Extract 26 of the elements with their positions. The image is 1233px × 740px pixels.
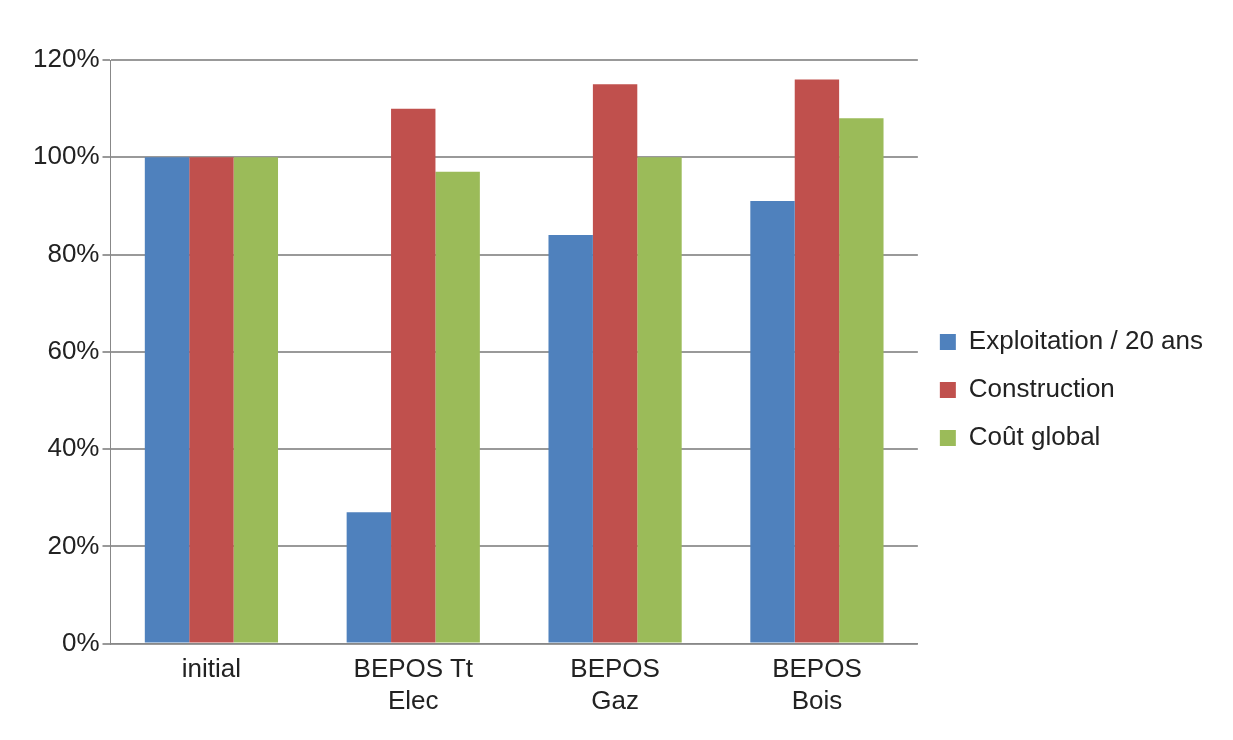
bar [592,84,638,643]
bar [233,157,279,643]
legend-label: Exploitation / 20 ans [968,325,1203,356]
x-tick-label: initial [181,653,242,684]
bar [144,157,190,643]
bar [189,157,234,643]
y-tick-label: 80% [47,237,100,268]
y-tick-label: 120% [33,43,100,74]
legend-label: Construction [968,373,1115,404]
y-tick-label: 60% [47,334,100,365]
bar [794,79,840,643]
bar [435,171,480,643]
x-tick-label: BEPOS Bois [772,653,862,715]
bar [346,512,392,643]
x-tick-label: BEPOS Gaz [570,653,660,715]
bar [839,118,884,643]
y-tick-label: 0% [61,626,100,657]
legend-label: Coût global [968,421,1101,452]
bar [548,235,593,643]
bar [637,157,682,643]
bar [391,108,436,643]
y-tick-label: 40% [47,432,100,463]
x-tick-label: BEPOS Tt Elec [353,653,474,715]
y-tick-label: 100% [33,140,100,171]
bar [750,201,795,643]
y-tick-label: 20% [47,529,100,560]
